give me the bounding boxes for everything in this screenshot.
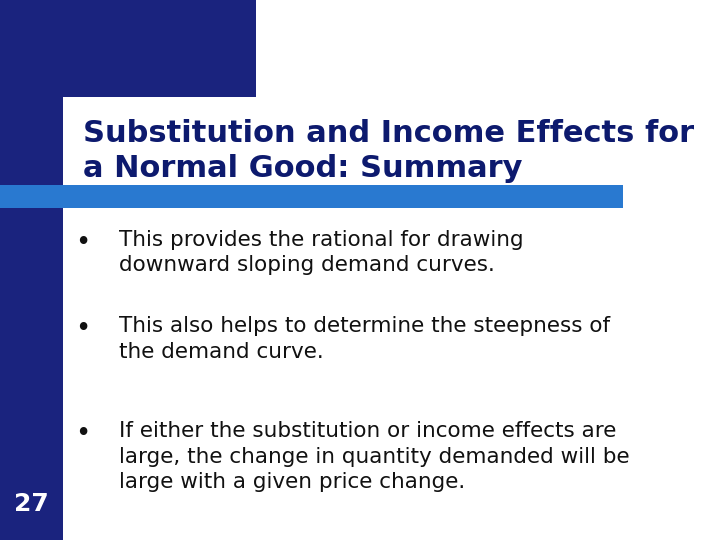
Text: 27: 27 bbox=[14, 492, 49, 516]
Text: •: • bbox=[75, 230, 91, 255]
Text: This also helps to determine the steepness of
the demand curve.: This also helps to determine the steepne… bbox=[119, 316, 610, 361]
Text: If either the substitution or income effects are
large, the change in quantity d: If either the substitution or income eff… bbox=[119, 421, 629, 492]
FancyBboxPatch shape bbox=[0, 0, 256, 97]
FancyBboxPatch shape bbox=[0, 0, 63, 540]
Text: •: • bbox=[75, 421, 91, 447]
Text: Substitution and Income Effects for
a Normal Good: Summary: Substitution and Income Effects for a No… bbox=[83, 119, 694, 183]
Text: This provides the rational for drawing
downward sloping demand curves.: This provides the rational for drawing d… bbox=[119, 230, 523, 275]
Text: •: • bbox=[75, 316, 91, 342]
FancyBboxPatch shape bbox=[0, 185, 623, 208]
